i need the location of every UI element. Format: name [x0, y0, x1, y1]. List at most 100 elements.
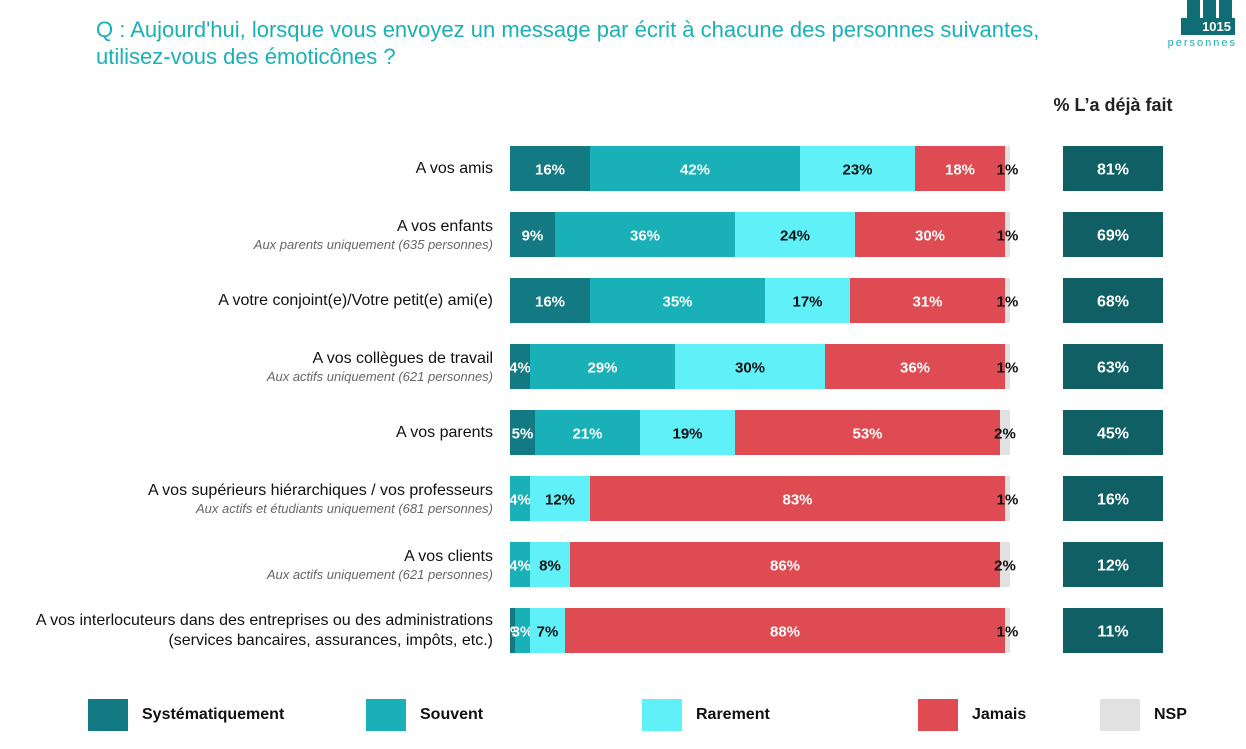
bar-segment — [570, 542, 1000, 587]
bar-segment — [510, 542, 530, 587]
bar-value-label: 30% — [915, 228, 945, 245]
bar-segment — [510, 410, 535, 455]
row-label: A vos clients Aux actifs uniquement (621 … — [267, 547, 493, 583]
bar-value-label: 7% — [537, 624, 559, 641]
legend-swatch — [642, 699, 682, 731]
bar-value-label: 42% — [680, 162, 710, 179]
bar-segment — [1005, 476, 1010, 521]
row-label: A vos parents — [396, 423, 493, 443]
pct-column-header: % L’a déjà fait — [1053, 95, 1173, 115]
bar-segment — [1005, 344, 1010, 389]
bar-value-label: 17% — [792, 294, 822, 311]
row-label-main: A vos interlocuteurs dans des entreprise… — [35, 611, 493, 649]
bar-segment — [765, 278, 850, 323]
row-label-main: A vos enfants — [396, 217, 493, 235]
pct-value: 12% — [1097, 558, 1129, 575]
row-label-main: A vos amis — [415, 159, 493, 177]
bar-value-label: 30% — [735, 360, 765, 377]
bar-value-label: 36% — [630, 228, 660, 245]
pct-box — [1063, 410, 1163, 455]
bar-segment — [555, 212, 735, 257]
row-label: A vos interlocuteurs dans des entreprise… — [3, 611, 493, 651]
legend-swatch — [918, 699, 958, 731]
bar-value-label: 36% — [900, 360, 930, 377]
bar-segment — [515, 608, 530, 653]
bar-row: 5% 21% 19% 53% 2% — [510, 410, 1016, 455]
row-label: A votre conjoint(e)/Votre petit(e) ami(e… — [218, 291, 493, 311]
bar-value-label: 12% — [545, 492, 575, 509]
bar-segment — [915, 146, 1005, 191]
bar-segment — [640, 410, 735, 455]
bar-value-label: 3% — [512, 624, 534, 641]
bar-value-label: 4% — [509, 360, 531, 377]
bar-value-label: 4% — [509, 492, 531, 509]
bar-segment — [675, 344, 825, 389]
bar-value-label: 1% — [997, 162, 1019, 179]
bar-row: 1%3% 7% 88% 1% — [502, 608, 1018, 653]
stacked-bar-chart: 16% 42% 23% 18% 1% 81%9% 36% 24% 30% 1% 69%16% 35% 1… — [502, 146, 1163, 653]
bar-segment — [735, 410, 1000, 455]
bar-segment — [590, 278, 765, 323]
row-label-main: A votre conjoint(e)/Votre petit(e) ami(e… — [218, 291, 493, 309]
bar-segment — [1005, 278, 1010, 323]
row-label: A vos amis — [416, 159, 493, 179]
bar-value-label: 19% — [672, 426, 702, 443]
bar-value-label: 1% — [997, 294, 1019, 311]
bar-segment — [850, 278, 1005, 323]
bar-value-label: 8% — [539, 558, 561, 575]
legend-swatch — [366, 699, 406, 731]
bar-value-label: 31% — [912, 294, 942, 311]
bar-segment — [530, 476, 590, 521]
pct-box — [1063, 542, 1163, 587]
bar-row: 4% 8% 86% 2% — [509, 542, 1016, 587]
pct-value: 69% — [1097, 228, 1129, 245]
bar-segment — [530, 344, 675, 389]
pct-value: 11% — [1097, 624, 1128, 641]
bar-segment — [735, 212, 855, 257]
bar-segment — [535, 410, 640, 455]
bar-row: 4% 12% 83% 1% — [509, 476, 1018, 521]
bar-segment — [1005, 608, 1010, 653]
bar-segment — [1000, 542, 1010, 587]
row-label-sub: Aux actifs uniquement (621 personnes) — [266, 368, 493, 384]
row-label-main: A vos supérieurs hiérarchiques / vos pro… — [147, 481, 493, 499]
pct-box — [1063, 344, 1163, 389]
row-label: A vos collègues de travail Aux actifs uni… — [267, 349, 493, 385]
bar-segment — [565, 608, 1005, 653]
bar-value-label: 4% — [509, 558, 531, 575]
bar-segment — [530, 542, 570, 587]
bar-value-label: 1% — [997, 360, 1019, 377]
bar-segment — [1005, 212, 1010, 257]
legend-label: Systématiquement — [142, 706, 285, 723]
bar-value-label: 24% — [780, 228, 810, 245]
pct-box — [1063, 278, 1163, 323]
bar-segment — [510, 278, 590, 323]
bar-segment — [590, 146, 800, 191]
pct-value: 63% — [1097, 360, 1129, 377]
row-label-sub: Aux actifs et étudiants uniquement (681 … — [195, 500, 493, 516]
bar-value-label: 21% — [572, 426, 602, 443]
legend-label: Jamais — [972, 706, 1027, 723]
bar-segment — [510, 146, 590, 191]
bar-segment — [855, 212, 1005, 257]
bar-value-label: 86% — [770, 558, 800, 575]
pct-value: 16% — [1097, 492, 1129, 509]
pct-box — [1063, 146, 1163, 191]
bar-value-label: 1% — [997, 492, 1019, 509]
logo-number: 1015 — [1181, 18, 1235, 35]
logo-text: personnes — [1167, 37, 1237, 49]
bar-value-label: 35% — [662, 294, 692, 311]
bar-value-label: 9% — [522, 228, 544, 245]
bar-value-label: 2% — [994, 558, 1016, 575]
bar-segment — [825, 344, 1005, 389]
logo-pillars-icon — [1187, 0, 1233, 18]
legend-label: Souvent — [420, 706, 484, 723]
pct-box — [1063, 608, 1163, 653]
bar-segment — [510, 476, 530, 521]
legend-label: Rarement — [696, 706, 770, 723]
bar-segment — [590, 476, 1005, 521]
row-label: A vos enfants Aux parents uniquement (635… — [254, 217, 493, 253]
bar-value-label: 1% — [997, 228, 1019, 245]
pct-value: 45% — [1097, 426, 1129, 443]
bar-segment — [510, 344, 530, 389]
